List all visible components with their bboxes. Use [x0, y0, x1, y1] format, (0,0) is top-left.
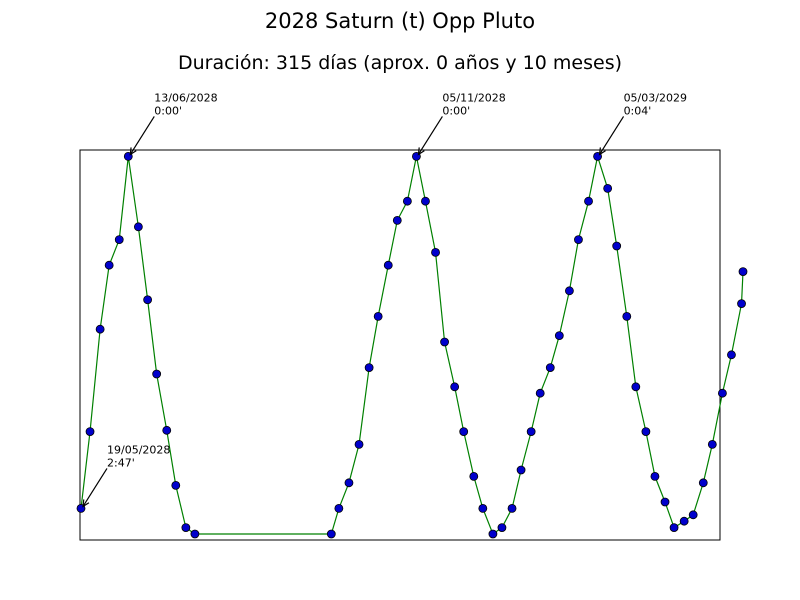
- data-point: [326, 529, 336, 539]
- data-point: [364, 363, 374, 373]
- data-point: [698, 478, 708, 488]
- series-line: [80, 156, 744, 535]
- data-point: [565, 286, 574, 296]
- data-point: [488, 529, 498, 539]
- data-point: [603, 183, 613, 193]
- annotation-value: 0:04': [624, 104, 652, 117]
- data-point: [114, 235, 124, 245]
- annotation-arrow: [417, 116, 443, 155]
- data-point: [152, 369, 162, 379]
- annotation-arrowhead: [417, 147, 425, 156]
- data-point: [440, 337, 449, 347]
- data-point: [641, 427, 651, 437]
- data-point: [738, 267, 748, 277]
- data-point: [143, 295, 153, 305]
- plot-area: [79, 149, 721, 541]
- data-point: [497, 523, 507, 532]
- data-point: [431, 247, 440, 257]
- data-point: [181, 523, 191, 532]
- data-point: [459, 427, 469, 437]
- annotation-arrowhead: [598, 147, 606, 156]
- data-point: [584, 196, 593, 206]
- data-point: [104, 260, 114, 270]
- data-point: [554, 331, 564, 341]
- data-point: [727, 350, 736, 360]
- data-point: [383, 260, 393, 270]
- annotation-date: 05/11/2028: [442, 91, 505, 104]
- data-points: [76, 151, 748, 539]
- annotation-arrow: [82, 468, 108, 507]
- data-point: [190, 529, 200, 539]
- data-point: [650, 471, 660, 481]
- chart-subtitle: Duración: 315 días (aprox. 0 años y 10 m…: [178, 52, 622, 74]
- chart-title: 2028 Saturn (t) Opp Pluto: [265, 9, 535, 33]
- data-point: [516, 465, 526, 475]
- data-point: [392, 215, 402, 225]
- annotation-arrow: [599, 116, 625, 155]
- data-point: [133, 222, 143, 232]
- data-point: [344, 478, 354, 488]
- data-point: [162, 425, 172, 435]
- data-point: [612, 241, 622, 251]
- data-point: [545, 363, 555, 373]
- data-point: [85, 427, 95, 437]
- annotation-date: 05/03/2029: [624, 91, 687, 104]
- annotation-date: 13/06/2028: [154, 91, 217, 104]
- data-point: [478, 503, 488, 513]
- annotation-date: 19/05/2028: [107, 443, 170, 456]
- data-point: [334, 503, 344, 513]
- data-point: [737, 299, 746, 309]
- data-point: [631, 382, 641, 392]
- data-point: [354, 439, 364, 449]
- annotation-arrow: [129, 116, 155, 155]
- annotation-value: 0:00': [154, 104, 182, 117]
- data-point: [95, 324, 105, 334]
- data-point: [469, 471, 479, 481]
- data-point: [574, 235, 583, 245]
- annotation-arrowhead: [82, 499, 90, 508]
- data-point: [402, 196, 412, 206]
- data-point: [688, 510, 698, 520]
- data-point: [669, 523, 679, 532]
- data-point: [679, 516, 689, 526]
- data-point: [421, 196, 430, 206]
- data-point: [450, 382, 460, 392]
- data-point: [373, 311, 383, 321]
- data-point: [507, 503, 517, 513]
- data-point: [526, 427, 536, 437]
- annotation-arrowhead: [129, 147, 137, 156]
- data-point: [718, 388, 727, 398]
- annotation-value: 0:00': [442, 104, 470, 117]
- data-point: [171, 480, 181, 490]
- annotation-value: 2:47': [107, 456, 135, 469]
- data-point: [622, 311, 632, 321]
- annotations: 19/05/20282:47'13/06/20280:00'05/11/2028…: [82, 91, 687, 508]
- data-point: [707, 439, 717, 449]
- data-point: [535, 388, 545, 398]
- data-point: [660, 497, 670, 507]
